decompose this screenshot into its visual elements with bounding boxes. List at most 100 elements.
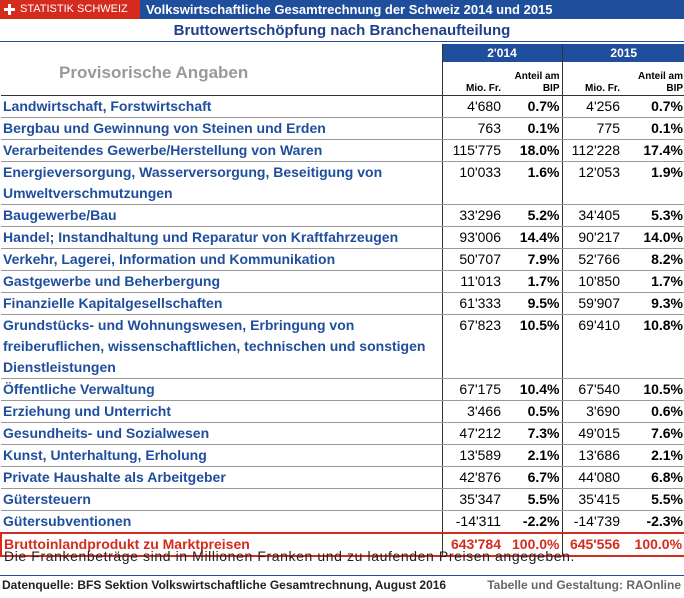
- cell: 0.7%: [503, 95, 562, 118]
- cell: 52'766: [561, 248, 622, 271]
- cell: 6.8%: [622, 466, 684, 489]
- cell: 763: [441, 117, 503, 140]
- label: Bruttoinlandprodukt zu Marktpreisen: [0, 532, 442, 557]
- row: Energieversorgung, Wasserversorgung, Bes…: [1, 161, 684, 205]
- cell: 7.3%: [503, 422, 562, 445]
- year: 2'014: [441, 44, 562, 62]
- cell: 645'556: [561, 532, 622, 557]
- cell: -14'311: [441, 510, 503, 534]
- cell: 13'589: [441, 444, 503, 467]
- source: Datenquelle: BFS Sektion Volkswirtschaft…: [2, 578, 447, 592]
- label: Verarbeitendes Gewerbe/Herstellung von W…: [1, 139, 442, 162]
- subheader: Mio. Fr.: [561, 62, 622, 96]
- row: Erziehung und Unterricht 3'466 0.5% 3'690 0.…: [1, 400, 684, 423]
- cell: 0.5%: [503, 400, 562, 423]
- year-row: 2'014 2015: [1, 44, 684, 62]
- label: Handel; Instandhaltung und Reparatur von…: [1, 226, 442, 249]
- cell: 34'405: [561, 204, 622, 227]
- cell: 10.4%: [503, 378, 562, 401]
- cell: 8.2%: [622, 248, 684, 271]
- label: Erziehung und Unterricht: [1, 400, 442, 423]
- cell: -14'739: [561, 510, 622, 534]
- cell: 59'907: [561, 292, 622, 315]
- title: Volkswirtschaftliche Gesamtrechnung der …: [146, 2, 553, 17]
- table: 2'014 2015 Provisorische Angaben Mio. Fr. An…: [0, 44, 684, 557]
- label: Öffentliche Verwaltung: [1, 378, 442, 401]
- cell: 10.5%: [503, 314, 562, 379]
- cell: 10'850: [561, 270, 622, 293]
- cell: 9.3%: [622, 292, 684, 315]
- cell: 10'033: [441, 161, 503, 205]
- row: Private Haushalte als Arbeitgeber 42'876 6…: [1, 466, 684, 489]
- cell: 13'686: [561, 444, 622, 467]
- label: Landwirtschaft, Forstwirtschaft: [1, 95, 442, 118]
- row: Grundstücks- und Wohnungswesen, Erbringu…: [1, 314, 684, 379]
- cell: 67'175: [441, 378, 503, 401]
- row: Bergbau und Gewinnung von Steinen und Er…: [1, 117, 684, 140]
- note: Provisorische Angaben: [1, 62, 442, 96]
- row: Baugewerbe/Bau 33'296 5.2% 34'405 5.3%: [1, 204, 684, 227]
- cell: 115'775: [441, 139, 503, 162]
- cell: 42'876: [441, 466, 503, 489]
- cell: -2.2%: [503, 510, 562, 534]
- credit: Tabelle und Gestaltung: RAOnline: [487, 578, 681, 592]
- label: Gütersteuern: [1, 488, 442, 511]
- cell: 47'212: [441, 422, 503, 445]
- cell: 6.7%: [503, 466, 562, 489]
- cell: 67'540: [561, 378, 622, 401]
- subtitle: Bruttowertschöpfung nach Branchenaufteil…: [0, 20, 684, 42]
- subheader-row: Provisorische Angaben Mio. Fr. Anteil am B…: [1, 62, 684, 96]
- cell: 3'466: [441, 400, 503, 423]
- label: Gastgewerbe und Beherbergung: [1, 270, 442, 293]
- brand-text: STATISTIK SCHWEIZ: [20, 3, 128, 15]
- label: Gütersubventionen: [1, 510, 442, 534]
- row: Gütersubventionen -14'311 -2.2% -14'739 -2.3…: [1, 510, 684, 534]
- cell: 11'013: [441, 270, 503, 293]
- cell: 14.0%: [622, 226, 684, 249]
- label: Energieversorgung, Wasserversorgung, Bes…: [1, 161, 442, 205]
- label: Grundstücks- und Wohnungswesen, Erbringu…: [1, 314, 442, 379]
- cell: 0.1%: [622, 117, 684, 140]
- cell: 50'707: [441, 248, 503, 271]
- cell: 14.4%: [503, 226, 562, 249]
- cell: 93'006: [441, 226, 503, 249]
- cell: 90'217: [561, 226, 622, 249]
- cell: -2.3%: [622, 510, 684, 534]
- row: Verkehr, Lagerei, Information und Kommun…: [1, 248, 684, 271]
- cell: 100.0%: [503, 532, 562, 557]
- cell: 3'690: [561, 400, 622, 423]
- cell: 18.0%: [503, 139, 562, 162]
- cell: 67'823: [441, 314, 503, 379]
- divider: [0, 575, 684, 576]
- cell: 69'410: [561, 314, 622, 379]
- cell: 643'784: [441, 532, 503, 557]
- cell: 7.6%: [622, 422, 684, 445]
- label: Bergbau und Gewinnung von Steinen und Er…: [1, 117, 442, 140]
- cell: 775: [561, 117, 622, 140]
- cell: 5.2%: [503, 204, 562, 227]
- subheader: Anteil am BIP: [503, 62, 562, 96]
- cell: 1.6%: [503, 161, 562, 205]
- cell: 10.8%: [622, 314, 684, 379]
- cell: 112'228: [561, 139, 622, 162]
- row: Finanzielle Kapitalgesellschaften 61'333 9…: [1, 292, 684, 315]
- cell: 10.5%: [622, 378, 684, 401]
- subheader: Anteil am BIP: [622, 62, 684, 96]
- cell: 1.7%: [622, 270, 684, 293]
- top-bar: STATISTIK SCHWEIZ Volkswirtschaftliche G…: [0, 0, 684, 19]
- cell: 2.1%: [503, 444, 562, 467]
- row: Handel; Instandhaltung und Reparatur von…: [1, 226, 684, 249]
- row: Verarbeitendes Gewerbe/Herstellung von W…: [1, 139, 684, 162]
- cell: 4'256: [561, 95, 622, 118]
- brand: STATISTIK SCHWEIZ: [0, 0, 140, 19]
- label: Finanzielle Kapitalgesellschaften: [1, 292, 442, 315]
- label: Verkehr, Lagerei, Information und Kommun…: [1, 248, 442, 271]
- cell: 61'333: [441, 292, 503, 315]
- cell: 2.1%: [622, 444, 684, 467]
- row: Gütersteuern 35'347 5.5% 35'415 5.5%: [1, 488, 684, 511]
- cell: 35'415: [561, 488, 622, 511]
- cell: 0.1%: [503, 117, 562, 140]
- cell: 1.7%: [503, 270, 562, 293]
- row: Gastgewerbe und Beherbergung 11'013 1.7% 10…: [1, 270, 684, 293]
- cell: 100.0%: [622, 532, 684, 557]
